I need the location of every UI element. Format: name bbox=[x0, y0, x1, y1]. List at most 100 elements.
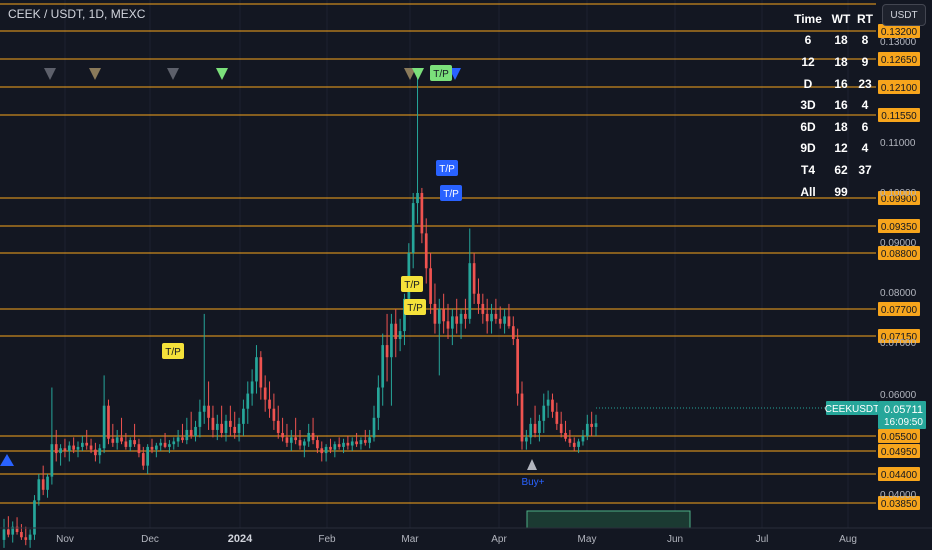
candle-body bbox=[2, 529, 6, 540]
candle bbox=[494, 298, 498, 324]
candle bbox=[477, 278, 480, 314]
candle bbox=[350, 437, 354, 451]
stats-cell: 3D bbox=[800, 98, 816, 113]
candle-body bbox=[385, 345, 389, 358]
level-tag-label: 0.07150 bbox=[881, 332, 918, 343]
candle bbox=[455, 298, 459, 334]
candle-body bbox=[538, 420, 541, 433]
tp-marker-label: T/P bbox=[443, 189, 459, 200]
candle-body bbox=[525, 437, 528, 442]
tp-marker-label: T/P bbox=[433, 69, 449, 80]
tp-marker-bg bbox=[401, 276, 423, 292]
level-tag-bg bbox=[878, 108, 920, 122]
stats-table: Time WT RT 6 18 8 12 18 9 D 16 23 3D 16 4 6D 18 6 … bbox=[788, 8, 876, 202]
candle bbox=[202, 313, 206, 424]
candle bbox=[146, 444, 149, 474]
candle-body bbox=[76, 446, 80, 450]
x-tick-label: Aug bbox=[839, 534, 857, 545]
candle bbox=[76, 441, 80, 458]
candle-body bbox=[451, 316, 454, 329]
level-tag-bg bbox=[878, 246, 920, 260]
candle-body bbox=[498, 318, 502, 324]
candle bbox=[546, 390, 550, 418]
candle-body bbox=[477, 293, 480, 304]
candle-body bbox=[41, 479, 45, 490]
candle bbox=[168, 440, 171, 454]
candle bbox=[329, 438, 332, 454]
candle-body bbox=[359, 440, 363, 445]
candle-body bbox=[416, 192, 419, 204]
candle bbox=[307, 423, 311, 447]
candle bbox=[390, 313, 393, 406]
candle-body bbox=[346, 442, 350, 446]
stats-cell: 8 bbox=[861, 33, 869, 48]
candle bbox=[194, 420, 197, 442]
candle-body bbox=[464, 313, 467, 319]
candle-body bbox=[377, 387, 380, 418]
candle bbox=[102, 375, 106, 454]
level-tag: 0.08800 bbox=[878, 246, 920, 260]
candle bbox=[559, 411, 563, 438]
candle bbox=[28, 529, 32, 548]
candle bbox=[581, 429, 585, 446]
candle bbox=[459, 309, 463, 340]
currency-button[interactable]: USDT bbox=[882, 4, 926, 26]
level-tag: 0.09350 bbox=[878, 219, 920, 233]
tp-marker-label: T/P bbox=[439, 164, 455, 175]
candle-body bbox=[507, 316, 511, 327]
level-tag-label: 0.12100 bbox=[881, 83, 918, 94]
stats-header-time: Time bbox=[794, 11, 822, 26]
candle-body bbox=[159, 442, 163, 446]
candle bbox=[33, 495, 36, 540]
candle-body bbox=[368, 437, 371, 443]
candle-body bbox=[442, 309, 445, 322]
candle-body bbox=[394, 323, 398, 340]
last-price-value-bg bbox=[878, 401, 926, 429]
stats-cell: 9 bbox=[861, 54, 869, 69]
candle-body bbox=[494, 313, 498, 319]
level-tag-bg bbox=[878, 302, 920, 316]
candle bbox=[207, 381, 210, 430]
candle bbox=[133, 423, 136, 447]
candle bbox=[298, 429, 302, 450]
candle-body bbox=[89, 445, 93, 450]
candle bbox=[333, 441, 337, 458]
candle-body bbox=[420, 192, 424, 234]
candle-body bbox=[215, 423, 219, 430]
candle-body bbox=[59, 448, 62, 454]
candle bbox=[181, 423, 184, 443]
candle-body bbox=[581, 436, 585, 442]
stats-header-wt: WT bbox=[831, 11, 851, 26]
level-tag: 0.09900 bbox=[878, 191, 920, 205]
candle bbox=[538, 414, 541, 442]
candle-body bbox=[237, 423, 241, 433]
tp-marker: T/P bbox=[404, 299, 426, 315]
x-tick-label: Jun bbox=[667, 534, 683, 545]
candle-body bbox=[294, 437, 297, 441]
candle-body bbox=[577, 441, 580, 447]
stats-table-header: Time WT RT bbox=[788, 8, 876, 30]
level-tag: 0.12100 bbox=[878, 80, 920, 94]
candle-body bbox=[490, 313, 493, 322]
level-tag: 0.11550 bbox=[878, 108, 920, 122]
candle-body bbox=[329, 446, 332, 450]
level-tag-label: 0.09900 bbox=[881, 194, 918, 205]
buy-triangle-icon bbox=[527, 459, 537, 470]
level-tag-label: 0.11550 bbox=[881, 111, 917, 122]
candle bbox=[451, 309, 454, 346]
candle bbox=[525, 429, 528, 450]
candle-body bbox=[111, 438, 115, 443]
candle bbox=[464, 298, 467, 329]
candle bbox=[442, 293, 445, 334]
tp-marker: T/P bbox=[430, 65, 452, 81]
candle bbox=[394, 309, 398, 358]
projection-box bbox=[526, 510, 691, 529]
x-tick-label: Nov bbox=[56, 534, 74, 545]
level-tag-label: 0.07700 bbox=[881, 305, 918, 316]
candle bbox=[429, 253, 432, 314]
candle bbox=[246, 381, 250, 424]
stats-row: D 16 23 bbox=[788, 73, 876, 95]
candle-body bbox=[194, 426, 197, 436]
